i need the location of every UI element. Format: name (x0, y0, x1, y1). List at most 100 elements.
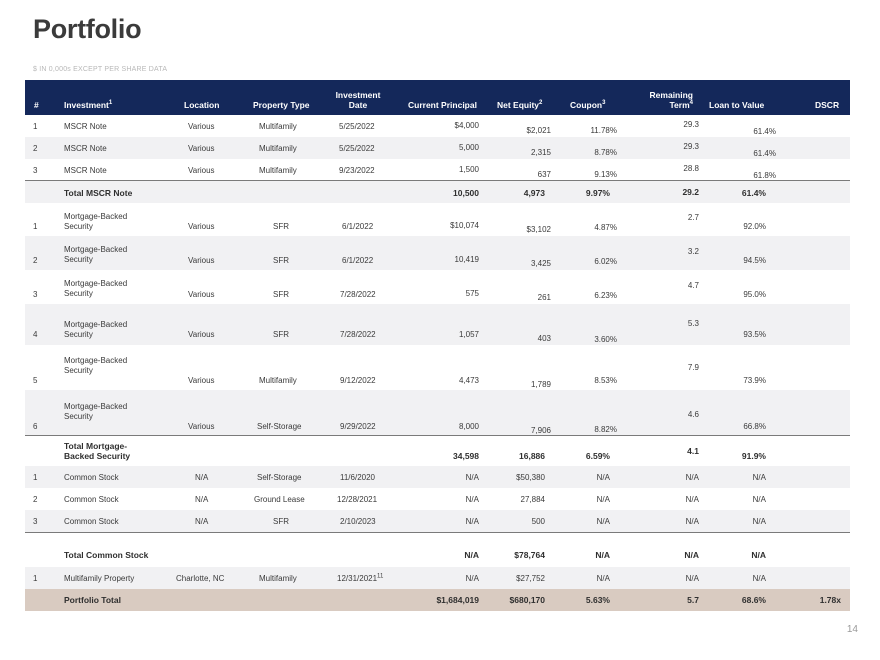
row-net-equity: 7,906 (530, 426, 551, 435)
row-investment: Total MSCR Note (64, 188, 133, 198)
row-investment: MSCR Note (64, 144, 107, 153)
row-principal: N/A (465, 517, 479, 526)
row-coupon: N/A (596, 473, 610, 482)
row-location: Various (188, 144, 215, 153)
row-num: 1 (33, 574, 38, 583)
row-investment: Multifamily Property (64, 574, 135, 583)
row-num: 6 (33, 422, 38, 431)
row-remaining-term: N/A (685, 574, 699, 583)
row-net-equity: $2,021 (526, 126, 551, 135)
row-remaining-term: N/A (684, 550, 699, 560)
row-investment: Mortgage-Backed Security (64, 402, 128, 421)
row-principal: 4,473 (458, 376, 479, 385)
total-row: Total Mortgage-Backed Security 34,598 16… (25, 435, 850, 466)
row-remaining-term: 7.9 (687, 363, 699, 372)
page-title: Portfolio (33, 14, 142, 44)
row-location: Various (188, 290, 215, 299)
row-remaining-term: 2.7 (687, 213, 699, 222)
row-loan-to-value: N/A (752, 473, 766, 482)
row-date: 11/6/2020 (340, 473, 375, 482)
row-investment: MSCR Note (64, 122, 107, 131)
row-net-equity: $50,380 (516, 473, 545, 482)
row-loan-to-value: 61.4% (741, 188, 766, 198)
row-num: 5 (33, 376, 38, 385)
table-row: 2 MSCR Note Various Multifamily 5/25/202… (25, 137, 850, 159)
row-principal: N/A (465, 495, 479, 504)
row-investment: Portfolio Total (64, 595, 121, 605)
row-property-type: SFR (273, 290, 289, 299)
row-net-equity: $3,102 (526, 225, 551, 234)
row-date: 12/31/202111 (337, 573, 384, 583)
row-remaining-term: N/A (685, 517, 699, 526)
row-num: 3 (33, 290, 38, 299)
row-location: Various (188, 330, 215, 339)
row-principal: $1,684,019 (436, 595, 479, 605)
row-coupon: N/A (596, 495, 610, 504)
row-loan-to-value: 61.4% (753, 149, 776, 158)
header-location: Location (184, 100, 220, 110)
row-date: 5/25/2022 (339, 122, 375, 131)
row-location: N/A (195, 495, 209, 504)
row-property-type: Multifamily (259, 122, 297, 131)
row-principal: N/A (464, 550, 479, 560)
row-loan-to-value: 66.8% (743, 422, 766, 431)
table-row: 1 MSCR Note Various Multifamily 5/25/202… (25, 115, 850, 137)
row-principal: N/A (465, 473, 479, 482)
row-date: 7/28/2022 (340, 330, 376, 339)
row-location: N/A (195, 473, 209, 482)
table-row: 4 Mortgage-Backed Security Various SFR 7… (25, 304, 850, 345)
row-property-type: SFR (273, 222, 289, 231)
row-property-type: Self-Storage (257, 473, 302, 482)
total-row: Total Common Stock N/A $78,764 N/A N/A N… (25, 532, 850, 568)
header-coupon: Coupon3 (570, 100, 606, 110)
row-principal: 10,500 (453, 188, 479, 198)
table-row: 3 Mortgage-Backed Security Various SFR 7… (25, 270, 850, 304)
row-net-equity: $680,170 (509, 595, 545, 605)
table-row: 2 Common Stock N/A Ground Lease 12/28/20… (25, 488, 850, 510)
row-num: 1 (33, 122, 38, 131)
row-location: Various (188, 422, 215, 431)
row-property-type: SFR (273, 330, 289, 339)
row-num: 1 (33, 222, 38, 231)
row-loan-to-value: N/A (751, 550, 766, 560)
row-num: 3 (33, 517, 38, 526)
row-coupon: 9.13% (594, 170, 617, 179)
row-date: 6/1/2022 (342, 256, 374, 265)
row-coupon: 9.97% (585, 188, 610, 198)
row-principal: 1,500 (458, 165, 479, 174)
header-investment-date: Investment Date (335, 90, 381, 110)
row-date: 9/23/2022 (339, 166, 375, 175)
row-property-type: Self-Storage (257, 422, 302, 431)
row-loan-to-value: 73.9% (743, 376, 766, 385)
header-investment: Investment1 (64, 100, 113, 110)
row-net-equity: 637 (537, 170, 551, 179)
row-coupon: 6.23% (594, 291, 617, 300)
row-coupon: N/A (596, 574, 610, 583)
row-loan-to-value: 91.9% (741, 451, 766, 461)
table-header: # Investment1 Location Property Type Inv… (25, 80, 850, 115)
row-net-equity: 403 (537, 334, 551, 343)
header-current-principal: Current Principal (408, 100, 477, 110)
row-coupon: 8.53% (594, 376, 617, 385)
table-row: 1 Common Stock N/A Self-Storage 11/6/202… (25, 466, 850, 488)
row-location: Charlotte, NC (176, 574, 225, 583)
row-loan-to-value: N/A (752, 574, 766, 583)
row-coupon: 5.63% (585, 595, 610, 605)
row-num: 2 (33, 256, 38, 265)
row-loan-to-value: N/A (752, 517, 766, 526)
row-loan-to-value: 94.5% (743, 256, 766, 265)
row-dscr: 1.78x (819, 595, 841, 605)
table-row: 2 Mortgage-Backed Security Various SFR 6… (25, 236, 850, 270)
row-remaining-term: 4.6 (687, 410, 699, 419)
row-loan-to-value: N/A (752, 495, 766, 504)
row-num: 1 (33, 473, 38, 482)
header-dscr: DSCR (815, 100, 840, 110)
row-investment: Mortgage-Backed Security (64, 279, 128, 298)
table-row: 5 Mortgage-Backed Security Various Multi… (25, 345, 850, 390)
units-note: $ IN 0,000s EXCEPT PER SHARE DATA (33, 66, 168, 73)
table-row: 1 Mortgage-Backed Security Various SFR 6… (25, 203, 850, 236)
row-net-equity: $78,764 (514, 550, 545, 560)
row-investment: Common Stock (64, 495, 119, 504)
row-net-equity: 3,425 (530, 259, 551, 268)
row-principal: $4,000 (454, 121, 479, 130)
